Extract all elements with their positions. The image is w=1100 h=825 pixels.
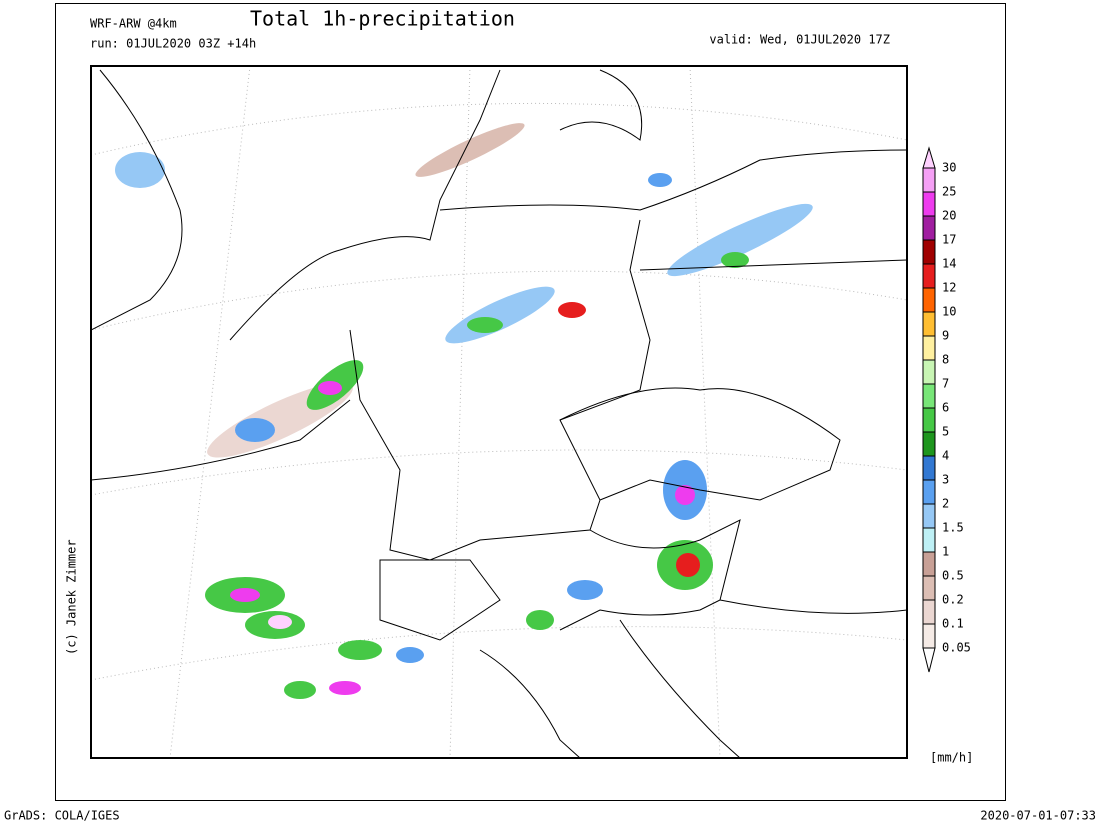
color-box bbox=[922, 359, 936, 385]
color-box bbox=[922, 287, 936, 313]
software-label: GrADS: COLA/IGES bbox=[4, 809, 120, 823]
legend-label: 14 bbox=[942, 257, 956, 271]
map-frame bbox=[90, 65, 908, 759]
timestamp-label: 2020-07-01-07:33 bbox=[980, 809, 1096, 823]
precipitation bbox=[115, 123, 813, 699]
color-box bbox=[922, 479, 936, 505]
credit-label: (c) Janek Zimmer bbox=[65, 539, 79, 655]
color-box bbox=[922, 167, 936, 193]
color-box bbox=[922, 527, 936, 553]
unit-label: [mm/h] bbox=[930, 751, 973, 765]
color-box bbox=[922, 431, 936, 457]
legend-label: 0.5 bbox=[942, 569, 964, 583]
graticule bbox=[91, 66, 907, 758]
color-box bbox=[922, 599, 936, 625]
legend-label: 17 bbox=[942, 233, 956, 247]
color-box bbox=[922, 383, 936, 409]
color-box bbox=[922, 575, 936, 601]
color-legend: 30 25 20 17 14 12 10 9 8 7 6 5 4 3 2 1.5 1 0.5 0.2 0.1 0.05 bbox=[922, 146, 971, 673]
legend-label: 25 bbox=[942, 185, 956, 199]
legend-label: 0.05 bbox=[942, 641, 971, 655]
outer-frame bbox=[55, 3, 1006, 801]
legend-label: 6 bbox=[942, 401, 949, 415]
legend-label: 1 bbox=[942, 545, 949, 559]
legend-label: 8 bbox=[942, 353, 949, 367]
color-box bbox=[922, 503, 936, 529]
valid-label: valid: Wed, 01JUL2020 17Z bbox=[709, 33, 890, 47]
color-box bbox=[922, 455, 936, 481]
run-label: run: 01JUL2020 03Z +14h bbox=[90, 37, 256, 51]
color-box bbox=[922, 239, 936, 265]
legend-label: 7 bbox=[942, 377, 949, 391]
model-label: WRF-ARW @4km bbox=[90, 17, 177, 31]
map bbox=[90, 65, 908, 759]
legend-triangle bbox=[922, 647, 936, 673]
legend-label: 4 bbox=[942, 449, 949, 463]
color-box bbox=[922, 263, 936, 289]
legend-label: 9 bbox=[942, 329, 949, 343]
legend-label: 2 bbox=[942, 497, 949, 511]
legend-label: 10 bbox=[942, 305, 956, 319]
legend-label: 20 bbox=[942, 209, 956, 223]
legend-label: 5 bbox=[942, 425, 949, 439]
color-box bbox=[922, 311, 936, 337]
legend-label: 1.5 bbox=[942, 521, 964, 535]
legend-label: 30 bbox=[942, 161, 956, 175]
legend-triangle bbox=[922, 146, 936, 169]
map-title: Total 1h-precipitation bbox=[250, 7, 515, 31]
legend-label: 3 bbox=[942, 473, 949, 487]
color-box bbox=[922, 191, 936, 217]
legend-label: 0.1 bbox=[942, 617, 964, 631]
color-box bbox=[922, 623, 936, 649]
legend-label: 12 bbox=[942, 281, 956, 295]
legend-label: 0.2 bbox=[942, 593, 964, 607]
color-box bbox=[922, 215, 936, 241]
color-box bbox=[922, 407, 936, 433]
color-box bbox=[922, 551, 936, 577]
coastlines-borders bbox=[91, 69, 907, 758]
color-box bbox=[922, 335, 936, 361]
